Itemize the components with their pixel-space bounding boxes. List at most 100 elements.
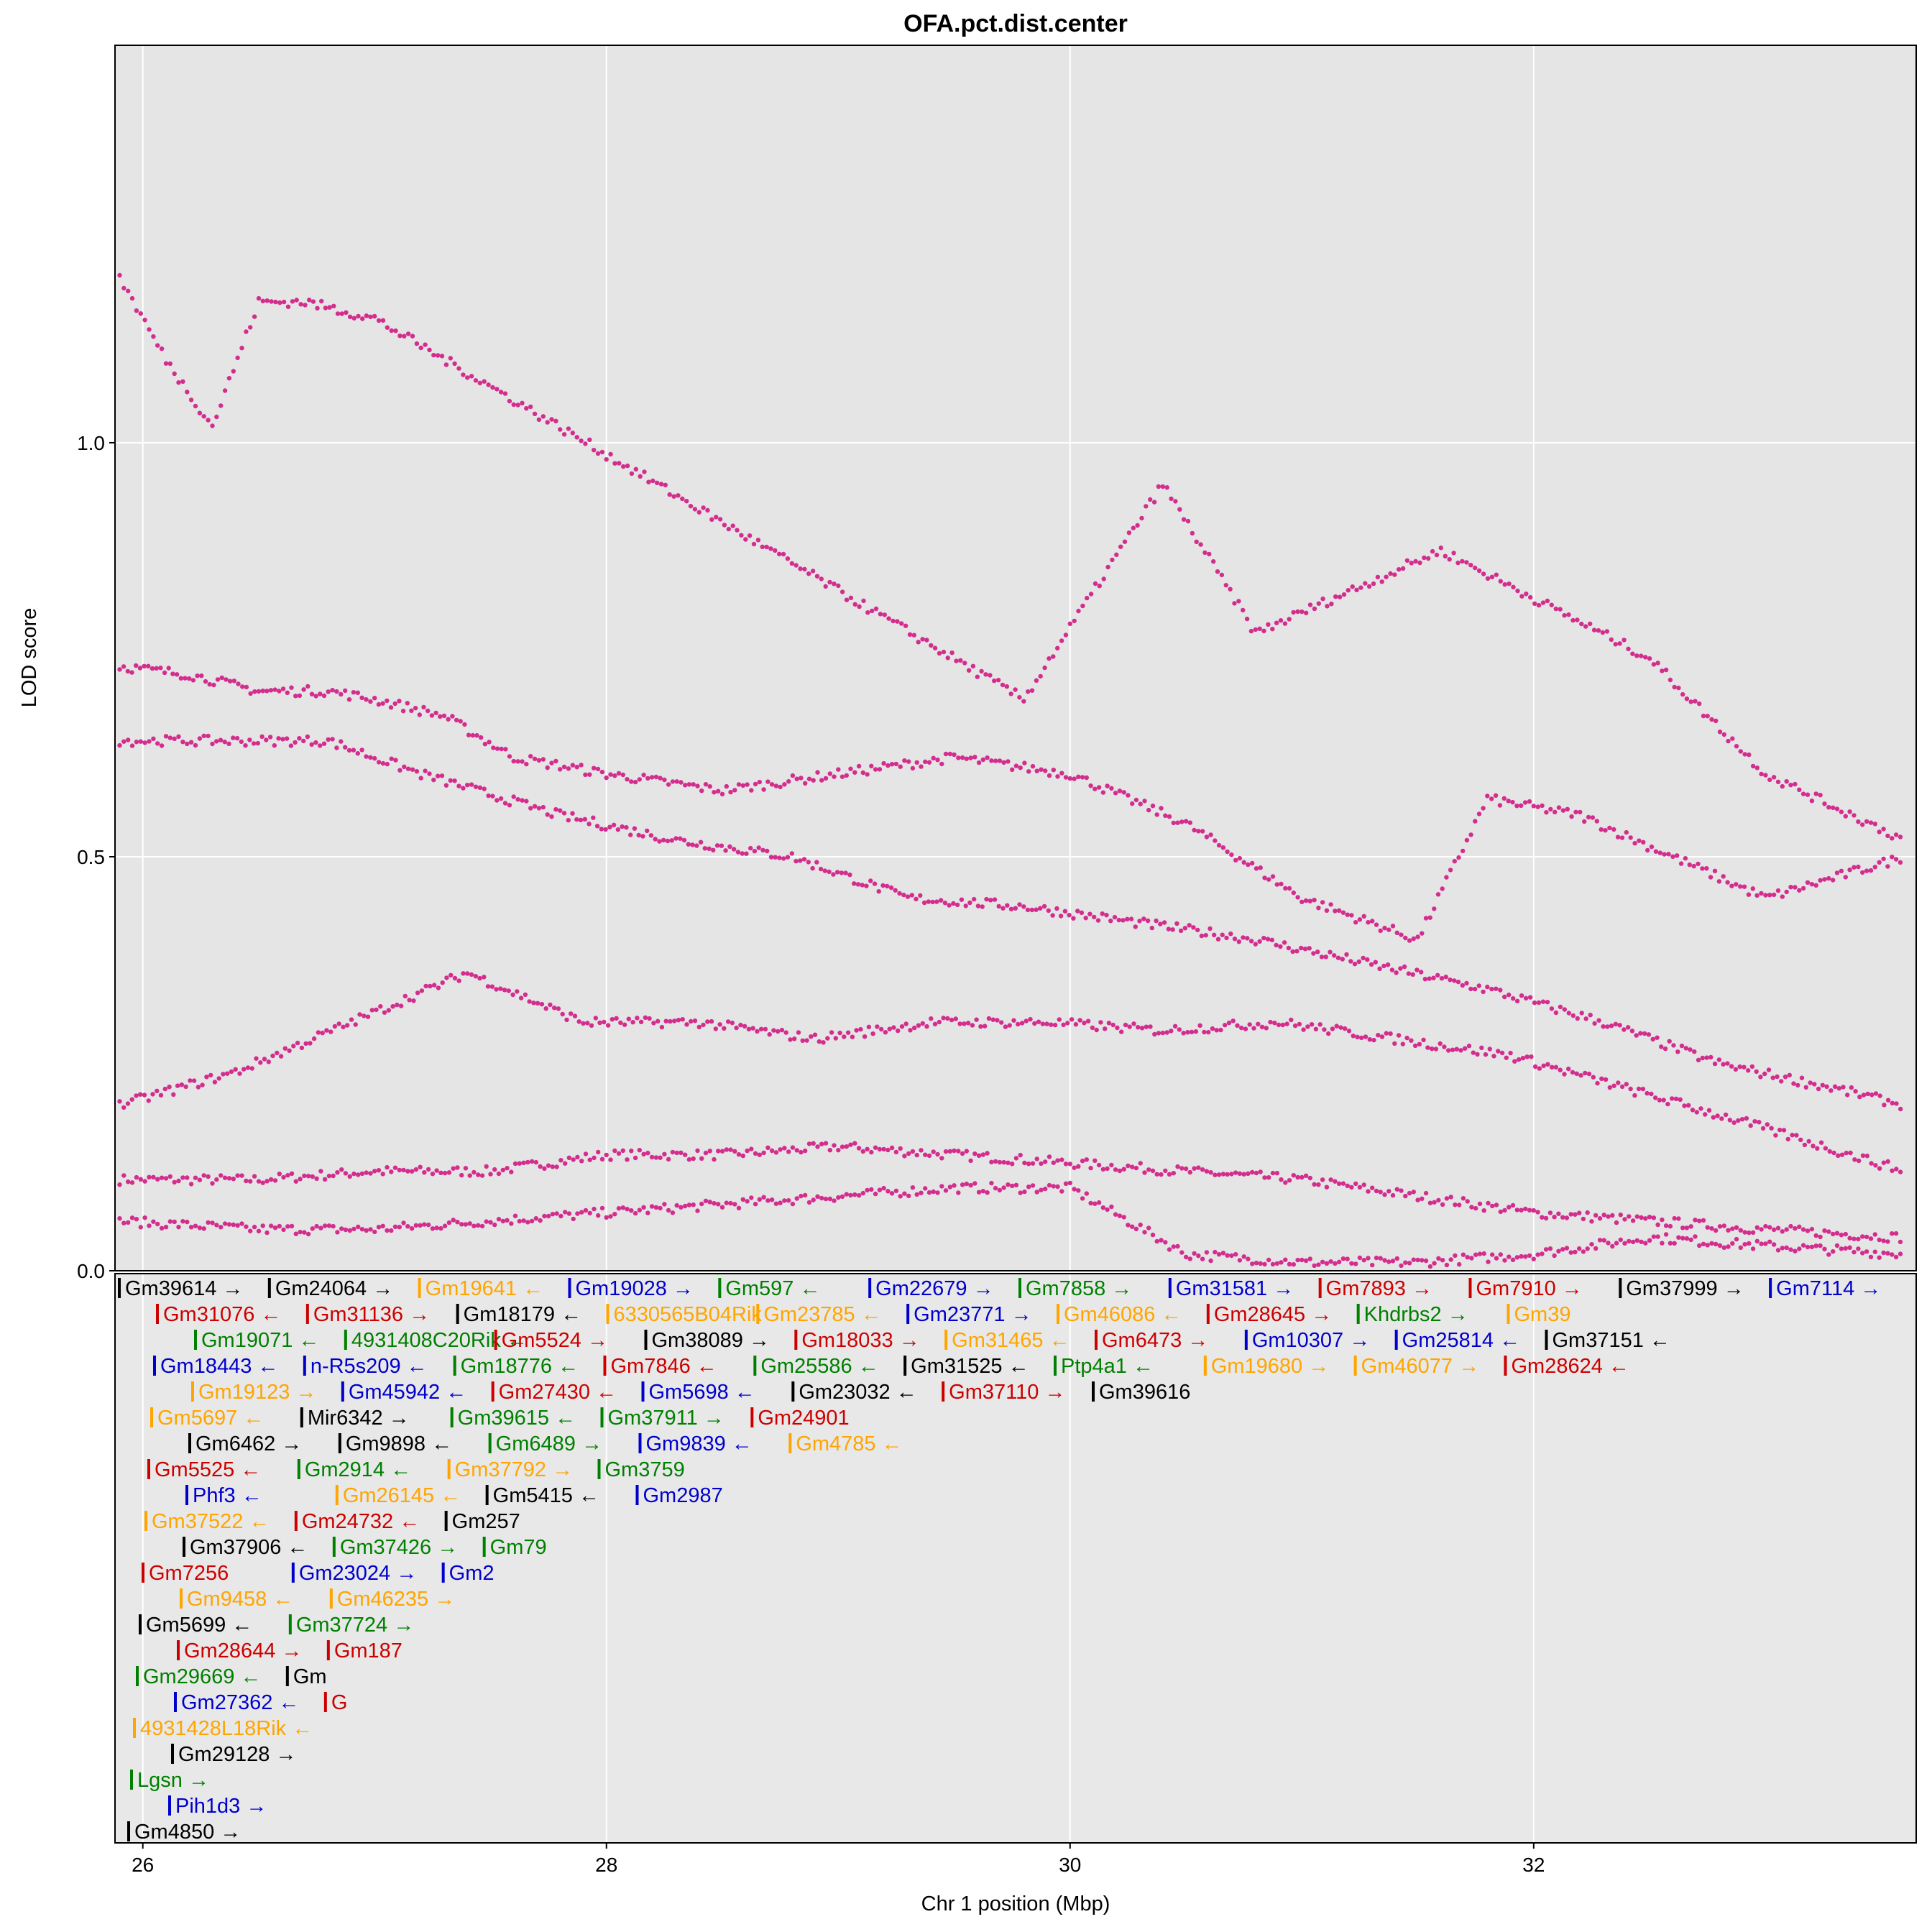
lod-point: [1378, 1256, 1383, 1261]
lod-point: [1262, 1261, 1267, 1267]
lod-point: [1575, 617, 1580, 622]
lod-point: [282, 1046, 288, 1051]
lod-point: [1216, 842, 1222, 848]
gene-marker: [267, 1278, 271, 1298]
lod-point: [533, 1216, 538, 1221]
gene-label: Gm39616: [1099, 1381, 1190, 1404]
gene-label: Gm29128 →: [178, 1743, 296, 1766]
lod-point: [237, 1071, 242, 1076]
lod-point: [1815, 1146, 1820, 1151]
y-axis-label: LOD score: [18, 608, 41, 708]
lod-point: [873, 1191, 878, 1197]
lod-point: [1361, 1258, 1366, 1263]
lod-point: [1113, 791, 1118, 796]
lod-point: [222, 1221, 228, 1226]
lod-point: [907, 632, 913, 637]
lod-point: [474, 733, 479, 738]
lod-point: [1594, 819, 1599, 824]
gene-label: n-R5s209 ←: [310, 1355, 428, 1378]
lod-point: [1502, 994, 1507, 1000]
lod-point: [1898, 1169, 1903, 1174]
lod-point: [968, 1182, 973, 1188]
lod-point: [1328, 1177, 1333, 1182]
lod-point: [1726, 1244, 1731, 1249]
gene-marker: [750, 1407, 754, 1427]
lod-point: [1303, 1173, 1309, 1179]
lod-point: [899, 621, 904, 626]
lod-point: [561, 432, 567, 437]
lod-point: [1655, 1234, 1660, 1239]
lod-point: [1090, 1025, 1095, 1031]
lod-point: [852, 602, 857, 607]
lod-point: [1228, 932, 1233, 937]
lod-point: [147, 739, 152, 744]
lod-point: [1535, 804, 1540, 809]
lod-point: [1420, 1196, 1425, 1202]
lod-point: [1550, 1064, 1555, 1070]
lod-point: [1527, 995, 1533, 1000]
lod-point: [473, 378, 479, 383]
lod-point: [293, 1179, 298, 1184]
lod-point: [983, 1024, 988, 1029]
lod-point: [298, 1229, 303, 1235]
gene-marker: [1057, 1304, 1059, 1324]
plot-panel: [115, 45, 1916, 1271]
y-axis: 0.00.51.0: [77, 432, 115, 1282]
lod-point: [815, 770, 820, 775]
gene-marker: [332, 1537, 336, 1557]
lod-point: [587, 437, 592, 442]
lod-point: [569, 1011, 574, 1016]
lod-point: [1613, 1021, 1619, 1027]
lod-point: [1100, 911, 1105, 916]
gene-label: Gm37110 →: [949, 1381, 1065, 1404]
lod-point: [755, 538, 761, 543]
lod-point: [1898, 1239, 1903, 1245]
lod-point: [553, 806, 558, 812]
lod-point: [966, 668, 972, 673]
lod-point: [1229, 1253, 1234, 1259]
gene-marker: [174, 1692, 177, 1712]
lod-point: [1738, 1245, 1743, 1251]
lod-point: [1366, 584, 1372, 589]
lod-point: [1328, 949, 1333, 954]
lod-point: [686, 782, 692, 787]
gene-marker: [288, 1614, 292, 1634]
lod-point: [154, 666, 159, 671]
lod-point: [730, 523, 735, 528]
lod-point: [1326, 1031, 1331, 1036]
lod-point: [1399, 932, 1404, 937]
lod-point: [180, 740, 185, 745]
lod-point: [410, 767, 415, 772]
lod-point: [1540, 1251, 1545, 1256]
lod-point: [1125, 916, 1130, 922]
lod-point: [434, 1168, 439, 1173]
lod-point: [334, 745, 339, 750]
lod-point: [289, 685, 294, 690]
lod-point: [1782, 1075, 1788, 1080]
lod-point: [268, 688, 274, 693]
lod-point: [579, 1210, 584, 1215]
gene-marker: [1095, 1330, 1098, 1350]
lod-point: [1512, 1059, 1517, 1064]
lod-point: [1116, 917, 1122, 923]
gene-marker: [756, 1304, 760, 1324]
lod-point: [1158, 921, 1163, 926]
lod-point: [456, 366, 461, 371]
lod-point: [1864, 1154, 1869, 1159]
lod-point: [869, 1187, 874, 1192]
lod-point: [492, 1167, 497, 1172]
lod-point: [1603, 1077, 1609, 1082]
lod-point: [587, 772, 592, 777]
lod-point: [1384, 1031, 1389, 1036]
lod-point: [806, 860, 811, 865]
lod-point: [1716, 1057, 1722, 1062]
lod-point: [302, 1230, 307, 1235]
lod-point: [117, 667, 122, 672]
lod-point: [339, 691, 344, 697]
lod-point: [612, 773, 617, 778]
lod-point: [134, 1217, 139, 1222]
lod-point: [1291, 1262, 1297, 1267]
lod-point: [768, 855, 774, 860]
lod-point: [1067, 1180, 1073, 1186]
lod-point: [869, 763, 874, 769]
